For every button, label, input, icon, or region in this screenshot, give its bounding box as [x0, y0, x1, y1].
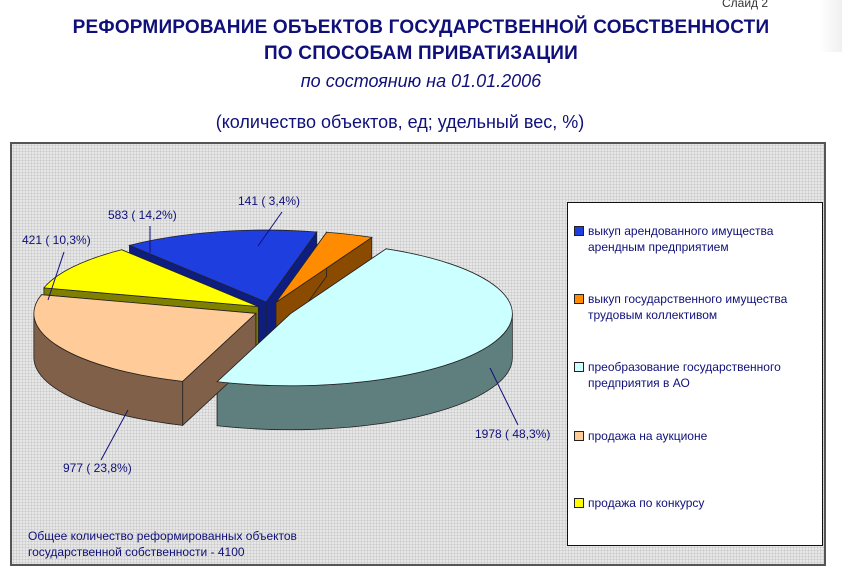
total-objects-note: Общее количество реформированных объекто… [28, 528, 358, 560]
pie-top-auction-sale [33, 294, 257, 382]
pie-top-tender-sale [43, 249, 259, 307]
legend-label-lease-buyout: выкуп арендованного имущества арендным п… [588, 224, 774, 254]
leader-line-conversion-to-jsc [489, 367, 519, 426]
leader-line-auction-sale [100, 409, 129, 461]
total-note-line-2: государственной собственности - 4100 [28, 545, 245, 559]
chart-title-line-2: ПО СПОСОБАМ ПРИВАТИЗАЦИИ [263, 43, 579, 64]
data-label-labor-collective-buyout: 141 ( 3,4%) [238, 194, 300, 208]
data-label-conversion-to-jsc: 1978 ( 48,3%) [475, 427, 550, 441]
legend-label-tender-sale: продажа по конкурсу [588, 496, 705, 510]
data-label-auction-sale: 977 ( 23,8%) [63, 461, 132, 475]
leader-line-tender-sale [47, 251, 65, 301]
slide-number-label: Слайд 2 [722, 0, 769, 10]
legend-label-auction-sale: продажа на аукционе [588, 429, 708, 443]
pie-slice-tops [33, 229, 513, 387]
legend: выкуп арендованного имущества арендным п… [567, 202, 823, 546]
chart-units-note: (количество объектов, ед; удельный вес, … [215, 112, 585, 132]
data-label-lease-buyout: 583 ( 14,2%) [108, 208, 177, 222]
corner-shade [820, 0, 842, 52]
pie-data-labels: 583 ( 14,2%) 141 ( 3,4%) 1978 ( 48,3%) 977 … [22, 194, 550, 475]
legend-swatch-auction-sale [574, 431, 584, 441]
legend-swatch-labor-collective-buyout [574, 294, 584, 304]
legend-label-conversion-to-jsc: преобразование государственного предприя… [588, 360, 781, 390]
legend-swatch-conversion-to-jsc [574, 362, 584, 372]
chart-title-line-1: РЕФОРМИРОВАНИЕ ОБЪЕКТОВ ГОСУДАРСТВЕННОЙ … [72, 17, 770, 38]
legend-swatch-tender-sale [574, 498, 584, 508]
pie-top-lease-buyout [128, 229, 318, 303]
total-note-line-1: Общее количество реформированных объекто… [28, 529, 297, 543]
legend-swatch-lease-buyout [574, 226, 584, 236]
leader-line-labor-collective-buyout [257, 211, 283, 247]
chart-subtitle-date: по состоянию на 01.01.2006 [300, 71, 542, 91]
legend-label-labor-collective-buyout: выкуп государственного имущества трудовы… [588, 292, 788, 322]
data-label-tender-sale: 421 ( 10,3%) [22, 233, 91, 247]
pie-top-conversion-to-jsc [216, 248, 513, 387]
pie-top-labor-collective-buyout [275, 231, 373, 303]
